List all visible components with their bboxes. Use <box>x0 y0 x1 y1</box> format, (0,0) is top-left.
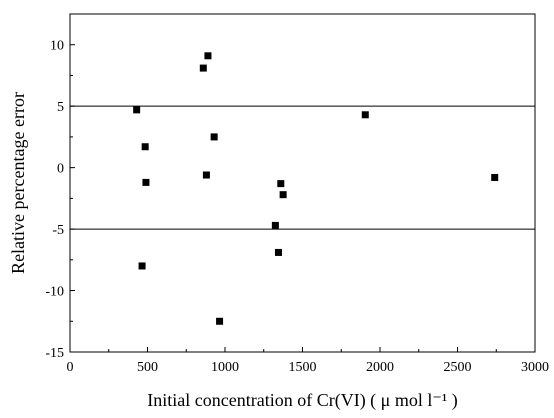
y-axis-ticks: -15 -10 -5 0 5 10 <box>45 39 75 361</box>
data-point <box>210 133 218 141</box>
reference-lines <box>70 105 535 230</box>
y-tick-label: -15 <box>45 346 64 361</box>
data-point <box>199 64 207 72</box>
data-points <box>133 52 499 325</box>
x-axis-ticks: 0 500 1000 1500 2000 2500 3000 <box>67 347 549 375</box>
data-point <box>204 52 212 60</box>
x-tick-label: 1000 <box>211 360 239 375</box>
x-tick-label: 500 <box>137 360 158 375</box>
x-tick-label: 2000 <box>366 360 394 375</box>
data-point <box>274 248 282 256</box>
data-point <box>271 221 279 229</box>
y-tick-label: -10 <box>45 285 64 300</box>
data-point <box>361 111 369 119</box>
data-point <box>279 191 287 199</box>
data-point <box>142 178 150 186</box>
y-tick-label: 5 <box>57 100 64 115</box>
y-tick-label: 10 <box>50 39 64 54</box>
data-point <box>133 106 141 114</box>
data-point <box>277 180 285 188</box>
y-tick-label: 0 <box>57 162 64 177</box>
data-point <box>491 173 499 181</box>
y-axis-title: Relative percentage error <box>8 92 28 274</box>
y-tick-label: -5 <box>52 223 64 238</box>
data-point <box>202 171 210 179</box>
data-point <box>138 262 146 270</box>
x-tick-label: 2500 <box>444 360 472 375</box>
x-axis-title: Initial concentration of Cr(VI) ( μ mol … <box>147 390 457 411</box>
x-tick-label: 3000 <box>521 360 549 375</box>
plot-area-frame <box>69 13 536 353</box>
data-point <box>216 317 224 325</box>
data-point <box>141 143 149 151</box>
x-tick-label: 1500 <box>289 360 317 375</box>
x-tick-label: 0 <box>67 360 74 375</box>
